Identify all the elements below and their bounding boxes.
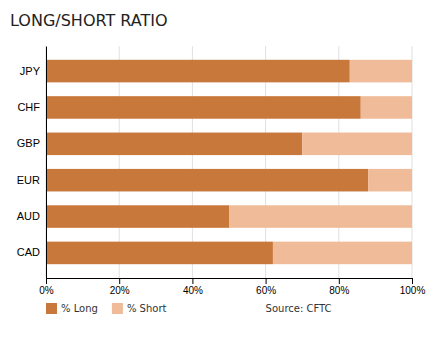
y-tick: CAD: [17, 246, 46, 258]
legend: % Long % Short: [46, 303, 166, 314]
x-tick-label: 20%: [110, 285, 130, 296]
x-tick-mark: [412, 278, 413, 284]
x-axis: 0% 20% 40% 60% 80% 100%: [39, 278, 425, 296]
x-tick-mark: [119, 278, 120, 284]
x-tick-mark: [339, 278, 340, 284]
x-axis-line: [47, 279, 413, 285]
bar: [273, 242, 412, 265]
bar: [302, 133, 412, 156]
series: [229, 60, 412, 264]
x-tick: 80%: [329, 278, 349, 296]
legend-item: % Short: [112, 303, 167, 314]
x-tick-label: 60%: [256, 285, 276, 296]
y-tick: CHF: [17, 101, 46, 113]
bar: [46, 96, 361, 119]
legend-swatch: [112, 303, 123, 314]
bar: [46, 242, 273, 265]
y-axis: CAD AUD EUR GBP CHF JPY: [17, 47, 47, 279]
y-tick-label: AUD: [17, 210, 40, 222]
bar: [46, 60, 350, 83]
x-tick-mark: [46, 278, 47, 284]
grid-line: [46, 46, 47, 278]
x-tick: 20%: [110, 278, 130, 296]
y-tick: JPY: [20, 65, 46, 77]
y-tick-label: CAD: [17, 246, 40, 258]
bar: [46, 205, 229, 228]
x-tick: 100%: [400, 278, 426, 296]
bars: [46, 60, 412, 264]
legend-swatch: [46, 303, 57, 314]
chart: LONG/SHORT RATIO 0% 20% 40% 60% 80% 100% CAD AUD…: [0, 0, 428, 340]
legend-label: % Short: [127, 303, 167, 314]
bar: [368, 169, 412, 192]
y-tick: AUD: [17, 210, 46, 222]
legend-item: % Long: [46, 303, 98, 314]
x-tick: 60%: [256, 278, 276, 296]
x-tick: 40%: [183, 278, 203, 296]
y-axis-line: [46, 47, 47, 279]
grid: [46, 46, 412, 278]
series: [46, 60, 368, 264]
x-tick-label: 80%: [329, 285, 349, 296]
title: LONG/SHORT RATIO: [10, 11, 168, 30]
y-tick-label: EUR: [17, 174, 40, 186]
y-tick-label: CHF: [17, 101, 40, 113]
x-tick-mark: [192, 278, 193, 284]
annotation: Source: CFTC: [266, 303, 332, 314]
plot: 0% 20% 40% 60% 80% 100% CAD AUD EUR GBP CHF JPY: [17, 46, 426, 296]
bar: [229, 205, 412, 228]
x-tick-label: 40%: [183, 285, 203, 296]
y-tick-label: JPY: [20, 65, 41, 77]
bar: [361, 96, 412, 119]
y-tick: GBP: [17, 137, 46, 149]
x-tick-label: 100%: [400, 285, 426, 296]
x-tick-label: 0%: [39, 285, 54, 296]
x-tick: 0%: [39, 278, 54, 296]
bar: [46, 169, 368, 192]
y-tick-label: GBP: [17, 137, 40, 149]
legend-label: % Long: [61, 303, 98, 314]
y-tick: EUR: [17, 174, 46, 186]
bar: [350, 60, 412, 83]
x-tick-mark: [266, 278, 267, 284]
bar: [46, 133, 302, 156]
